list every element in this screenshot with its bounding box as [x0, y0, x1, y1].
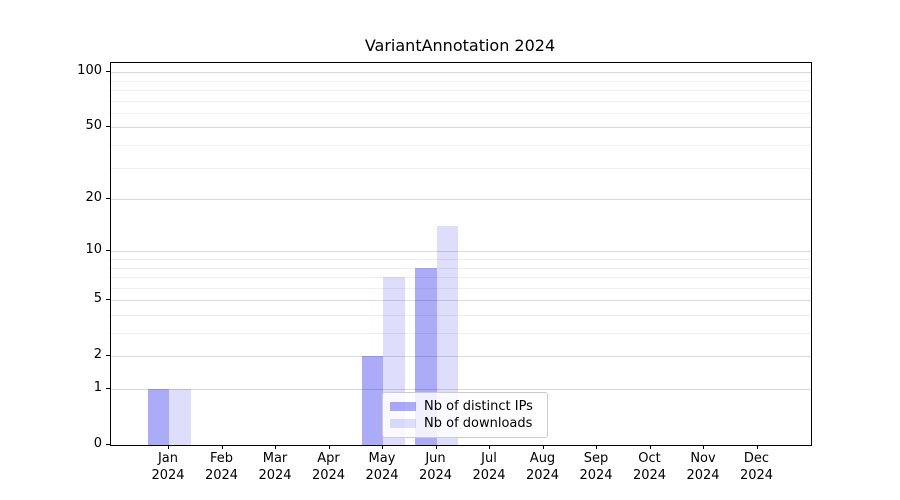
major-gridline: [111, 300, 811, 302]
x-axis-tick: [275, 445, 276, 449]
y-axis-tick: [106, 126, 110, 128]
x-axis-tick: [596, 445, 597, 449]
major-gridline: [111, 127, 811, 129]
y-axis-tick: [106, 250, 110, 252]
x-axis-tick-label: Feb 2024: [204, 451, 239, 483]
x-axis-tick-label: Aug 2024: [525, 451, 560, 483]
major-gridline: [111, 356, 811, 358]
x-axis-tick-label: Jan 2024: [151, 451, 185, 483]
x-axis-tick: [489, 445, 490, 449]
x-axis-tick-label: Oct 2024: [632, 451, 667, 483]
minor-gridline: [111, 258, 811, 260]
legend: Nb of distinct IPs Nb of downloads: [382, 392, 548, 438]
y-axis-tick-label: 2: [93, 347, 102, 363]
x-axis-tick: [542, 445, 544, 449]
minor-gridline: [111, 333, 811, 334]
x-axis-tick-label: Nov 2024: [686, 451, 720, 483]
x-axis-tick: [221, 445, 223, 449]
y-axis-tick-label: 5: [93, 291, 102, 307]
bar-distinct-ips: [147, 389, 169, 445]
minor-gridline: [111, 80, 811, 82]
x-axis-tick-label: Mar 2024: [258, 451, 292, 483]
x-axis-tick-label: Jul 2024: [472, 451, 506, 483]
x-axis-tick: [382, 445, 383, 449]
y-axis-tick: [106, 299, 110, 301]
y-axis-tick-label: 50: [85, 118, 102, 134]
y-axis-tick: [106, 355, 110, 357]
y-axis-tick-label: 20: [85, 190, 102, 205]
y-axis-tick-label: 100: [77, 63, 102, 79]
x-axis-tick-label: May 2024: [365, 451, 399, 483]
plot-area: Nb of distinct IPs Nb of downloads: [110, 62, 812, 446]
chart-title: VariantAnnotation 2024: [364, 36, 556, 55]
x-axis-tick: [756, 445, 758, 449]
minor-gridline: [111, 277, 811, 278]
y-axis-tick-label: 0: [93, 436, 102, 451]
bar-downloads: [169, 389, 191, 445]
y-axis-tick: [106, 388, 110, 389]
legend-item: Nb of distinct IPs: [390, 399, 540, 415]
major-gridline: [111, 199, 811, 200]
x-axis-tick-label: Apr 2024: [311, 451, 346, 483]
y-axis-tick: [106, 444, 110, 445]
x-axis-tick-label: Sep 2024: [579, 451, 613, 483]
minor-gridline: [111, 314, 811, 316]
minor-gridline: [111, 112, 811, 114]
x-axis-tick: [435, 445, 437, 449]
minor-gridline: [111, 144, 811, 146]
minor-gridline: [111, 287, 811, 289]
x-axis-tick: [703, 445, 704, 449]
legend-swatch-downloads: [390, 419, 416, 428]
y-axis-tick-label: 10: [85, 242, 102, 258]
legend-item: Nb of downloads: [390, 416, 540, 432]
x-axis-tick-label: Dec 2024: [739, 451, 774, 483]
x-axis-tick: [649, 445, 651, 449]
legend-swatch-distinct-ips: [390, 402, 416, 411]
legend-label: Nb of downloads: [424, 415, 533, 431]
legend-label: Nb of distinct IPs: [424, 398, 533, 414]
minor-gridline: [111, 267, 811, 269]
bar-distinct-ips: [361, 356, 383, 445]
y-axis-tick: [106, 71, 110, 73]
y-axis-tick-label: 1: [93, 380, 102, 395]
x-axis-tick: [168, 445, 169, 449]
major-gridline: [111, 72, 811, 74]
bar-downloads: [436, 226, 458, 445]
x-axis-tick-label: Jun 2024: [418, 451, 453, 483]
minor-gridline: [111, 100, 811, 102]
y-axis-tick: [106, 198, 110, 199]
major-gridline: [111, 389, 811, 390]
x-axis-tick: [328, 445, 330, 449]
minor-gridline: [111, 167, 811, 169]
major-gridline: [111, 251, 811, 253]
minor-gridline: [111, 89, 811, 91]
